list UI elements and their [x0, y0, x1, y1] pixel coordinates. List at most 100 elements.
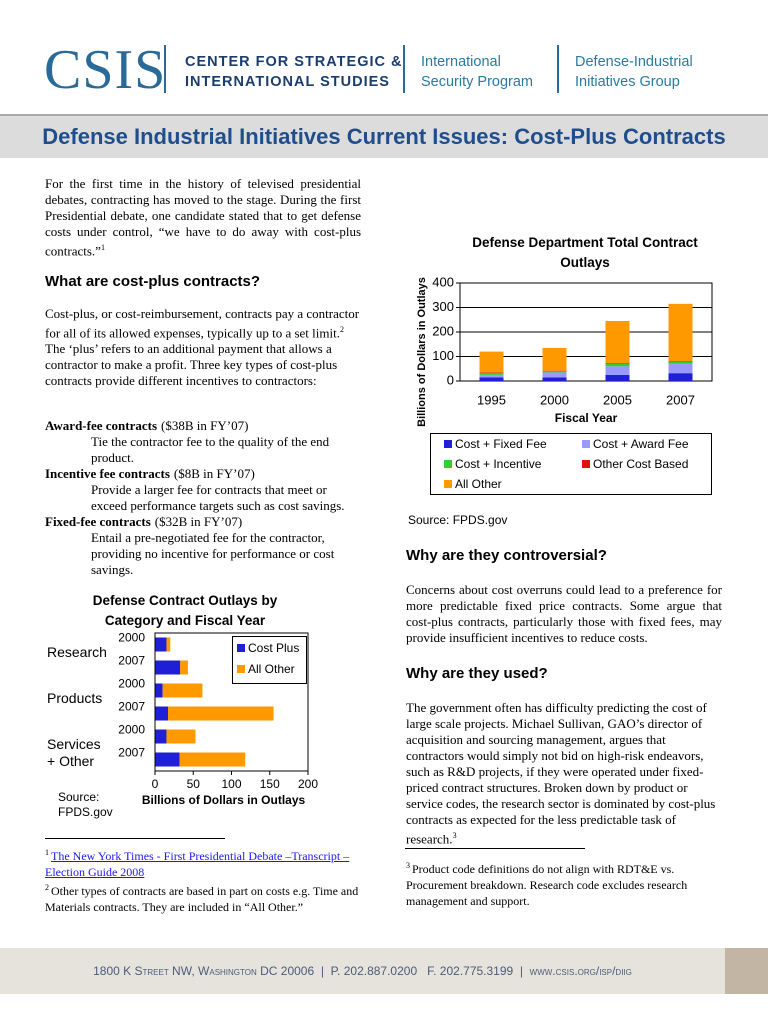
bar-segment — [155, 706, 169, 721]
y-tick-label: 200 — [432, 323, 454, 338]
legend-entry: Cost + Award Fee — [582, 437, 689, 451]
footnote-number: 3 — [406, 861, 410, 870]
program-name: International Security Program — [421, 52, 533, 92]
text: The government often has difficulty pred… — [406, 700, 716, 847]
plot-frame — [459, 282, 713, 382]
x-tick-label: 2005 — [603, 392, 632, 407]
x-tick-label: 150 — [260, 777, 280, 791]
y-tick-label: 2000 — [118, 677, 145, 691]
legend: Cost + Fixed Fee Cost + Award Fee Cost + I… — [430, 433, 712, 495]
group-label: Research — [47, 644, 107, 660]
x-tick-label: 50 — [187, 777, 201, 791]
paragraph: Concerns about cost overruns could lead … — [406, 582, 722, 645]
bar-segment — [155, 660, 181, 675]
program-line: Security Program — [421, 74, 534, 90]
footer-band — [0, 948, 725, 994]
footnote-text: Other types of contracts are based in pa… — [45, 884, 359, 914]
legend-label: Other Cost Based — [593, 457, 689, 471]
footer-accent — [725, 948, 768, 994]
legend-entry: Other Cost Based — [582, 457, 688, 471]
type-name: Fixed-fee contracts — [45, 514, 151, 529]
bar-segment — [605, 320, 630, 364]
source: Source: FPDS.gov — [58, 790, 113, 819]
x-axis-label: Billions of Dollars in Outlays — [142, 793, 306, 807]
contract-type: Fixed-fee contracts ($32B in FY’07) — [45, 514, 361, 530]
y-tick-label: 0 — [447, 372, 454, 387]
y-tick-label: 300 — [432, 299, 454, 314]
bar-segment — [479, 351, 504, 373]
y-tick-label: 2000 — [118, 631, 145, 645]
legend-swatch — [237, 644, 245, 652]
y-tick-label: 2007 — [118, 654, 145, 668]
type-description: Provide a larger fee for contracts that … — [91, 482, 345, 513]
legend-label: Cost + Incentive — [455, 457, 542, 471]
legend: Cost Plus All Other — [232, 636, 307, 684]
legend-swatch — [582, 460, 590, 468]
paragraph: Cost-plus, or cost-reimbursement, contra… — [45, 306, 361, 389]
legend-entry: All Other — [237, 662, 295, 676]
plot-frame — [154, 632, 309, 772]
heading: Why are they controversial? — [406, 547, 607, 564]
heading: What are cost-plus contracts? — [45, 273, 261, 290]
bar-segment — [155, 683, 163, 698]
y-axis-label: Billions of Dollars in Outlays — [416, 277, 428, 427]
bar-segment — [166, 729, 196, 744]
legend-label: Cost + Fixed Fee — [455, 437, 547, 451]
bar-segment — [542, 371, 567, 373]
text: For the first time in the history of tel… — [45, 176, 361, 259]
footnote-rule — [405, 848, 585, 849]
y-tick-label: 2000 — [118, 723, 145, 737]
footnotes: 3 Product code definitions do not align w… — [406, 858, 722, 909]
footnote: 3 Product code definitions do not align w… — [406, 858, 722, 909]
footnote: 2 Other types of contracts are based in p… — [45, 880, 361, 915]
footnote-link[interactable]: The New York Times - First Presidential … — [45, 849, 350, 879]
type-description: Tie the contractor fee to the quality of… — [91, 434, 330, 465]
chart-title: Defense Contract Outlays by Category and… — [92, 593, 278, 628]
type-amount: ($38B in FY’07) — [161, 418, 249, 433]
group-line: Defense-Industrial — [575, 54, 693, 70]
bar-segment — [668, 361, 693, 362]
footnote-text: Product code definitions do not align wi… — [406, 862, 688, 908]
x-tick-label: 100 — [221, 777, 241, 791]
legend-swatch — [444, 440, 452, 448]
paragraph: The government often has difficulty pred… — [406, 700, 722, 847]
bar-segment — [479, 374, 504, 378]
divider — [403, 45, 405, 93]
legend-swatch — [582, 440, 590, 448]
legend-entry: Cost + Incentive — [444, 457, 541, 471]
bar-segment — [668, 361, 693, 364]
bar-segment — [479, 377, 504, 381]
footnote-number: 1 — [45, 848, 49, 857]
type-name: Award-fee contracts — [45, 418, 158, 433]
footnote-number: 2 — [45, 883, 49, 892]
bar-segment — [155, 752, 180, 767]
x-tick-label: 200 — [298, 777, 318, 791]
bar-segment — [605, 363, 630, 367]
divider — [164, 45, 166, 93]
legend-swatch — [444, 480, 452, 488]
footnote: 1 The New York Times - First Presidential… — [45, 845, 361, 880]
bar-segment — [155, 637, 167, 652]
footnotes: 1 The New York Times - First Presidential… — [45, 845, 361, 915]
plot: 0 100 200 300 400 Billions of Dollars in Outl… — [416, 274, 713, 427]
bar-segment — [668, 373, 693, 381]
bar-segment — [605, 366, 630, 375]
contract-type: Incentive fee contracts ($8B in FY’07) — [45, 466, 361, 482]
chart: Defense Contract Outlays by Category and… — [40, 588, 370, 833]
x-tick-label: 2007 — [666, 392, 695, 407]
bar-segment — [162, 683, 203, 698]
footnote-ref: 3 — [452, 831, 457, 840]
intro: For the first time in the history of tel… — [45, 176, 361, 259]
bar-segment — [605, 374, 630, 381]
chart-title: Defense Department Total Contract Outlay… — [472, 235, 698, 270]
legend-label: Cost + Award Fee — [593, 437, 689, 451]
bar-segment — [542, 347, 567, 371]
y-tick-label: 2007 — [118, 746, 145, 760]
bar-segment — [166, 637, 171, 652]
x-tick-label: 2000 — [540, 392, 569, 407]
type-amount: ($32B in FY’07) — [154, 514, 243, 529]
program-line: International — [421, 54, 501, 70]
contract-type: Award-fee contracts ($38B in FY’07) — [45, 418, 361, 434]
footer: 1800 K Street NW, Washington DC 20006 | … — [93, 964, 632, 978]
